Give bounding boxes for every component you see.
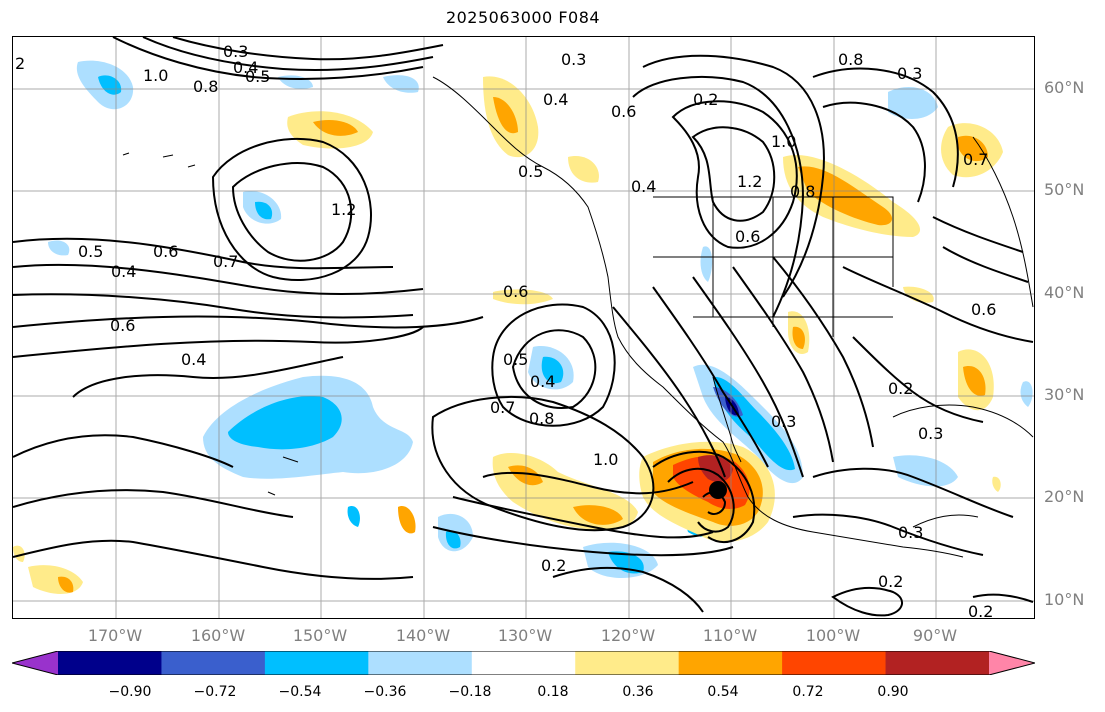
contour-label: 0.6	[503, 282, 528, 301]
colorbar-segment	[58, 651, 162, 675]
contour-label: 0.2	[541, 556, 566, 575]
contour-label: 0.4	[631, 177, 656, 196]
contour-label: 0.2	[878, 572, 903, 591]
lat-label: 10°N	[1044, 590, 1085, 609]
contour-label: 0.5	[78, 242, 103, 261]
chart-title: 2025063000 F084	[445, 8, 601, 27]
map-canvas: 2 0.3 0.4 0.5 1.0 0.8 0.3 0.4 0.6 0.2 1.…	[13, 37, 1034, 619]
colorbar-segment	[678, 651, 783, 675]
colorbar-tick-label: −0.90	[108, 684, 152, 700]
colorbar-segment	[12, 651, 58, 675]
contour-label: 0.2	[888, 379, 913, 398]
colorbar-tick-label: −0.36	[363, 684, 407, 700]
contour-label: 0.8	[838, 50, 863, 69]
contour-label: 0.3	[897, 64, 922, 83]
contour-label: 0.6	[971, 300, 996, 319]
colorbar-segment	[471, 651, 576, 675]
contour-label: 2	[15, 54, 25, 73]
lon-label: 150°W	[292, 626, 348, 645]
lon-label: 140°W	[395, 626, 451, 645]
contour-label: 0.5	[503, 350, 528, 369]
contour-label: 0.6	[153, 242, 178, 261]
lon-label: 160°W	[190, 626, 246, 645]
gridlines	[13, 37, 1034, 618]
contour-label: 0.3	[918, 424, 943, 443]
map-panel: 2 0.3 0.4 0.5 1.0 0.8 0.3 0.4 0.6 0.2 1.…	[12, 36, 1035, 619]
lat-label: 20°N	[1044, 487, 1085, 506]
contour-label: 0.7	[963, 150, 988, 169]
colorbar-segment	[161, 651, 266, 675]
lon-label: 90°W	[912, 626, 958, 645]
contour-label: 0.5	[518, 162, 543, 181]
contour-label: 0.2	[693, 90, 718, 109]
contour-label-group: 2 0.3 0.4 0.5 1.0 0.8 0.3 0.4 0.6 0.2 1.…	[15, 42, 996, 619]
lat-label: 30°N	[1044, 385, 1085, 404]
colorbar-tick-label: −0.54	[278, 684, 322, 700]
coastlines	[122, 76, 1034, 558]
contour-label: 0.8	[790, 182, 815, 201]
lon-label: 130°W	[497, 626, 553, 645]
colorbar-segment	[885, 651, 990, 675]
contour-label: 0.3	[898, 523, 923, 542]
contour-label: 0.4	[543, 90, 568, 109]
contour-label: 0.6	[611, 102, 636, 121]
contour-label: 0.6	[110, 316, 135, 335]
colorbar-segments	[12, 651, 1035, 675]
contour-label: 0.4	[111, 262, 136, 281]
lat-label: 50°N	[1044, 180, 1085, 199]
contour-label: 1.0	[143, 66, 168, 85]
colorbar-tick-label: −0.18	[448, 684, 492, 700]
contour-label: 1.2	[737, 172, 762, 191]
colorbar-segment	[264, 651, 369, 675]
contour-label: 0.3	[223, 42, 248, 61]
lat-label: 40°N	[1044, 283, 1085, 302]
contour-label: 0.2	[968, 602, 993, 619]
colorbar-tick-label: 0.36	[622, 684, 654, 700]
contour-label: 1.0	[593, 450, 618, 469]
contour-label: 0.4	[181, 350, 206, 369]
lon-label: 100°W	[805, 626, 861, 645]
colorbar-tick-label: −0.72	[193, 684, 237, 700]
colorbar	[12, 651, 1035, 675]
colorbar-segment	[575, 651, 680, 675]
contour-label: 0.5	[245, 67, 270, 86]
colorbar-tick-label: 0.18	[537, 684, 569, 700]
lon-label: 110°W	[702, 626, 758, 645]
contour-label: 0.7	[213, 252, 238, 271]
contour-label: 0.3	[561, 50, 586, 69]
contour-label: 0.6	[735, 227, 760, 246]
lon-label: 170°W	[87, 626, 143, 645]
contour-label: 0.4	[233, 58, 258, 77]
lon-label: 120°W	[600, 626, 656, 645]
colorbar-tick-label: 0.90	[877, 684, 909, 700]
contour-label: 0.4	[530, 372, 555, 391]
contour-lines	[13, 37, 1034, 617]
colorbar-segment	[989, 651, 1035, 675]
colorbar-segment	[782, 651, 887, 675]
colorbar-tick-label: 0.72	[792, 684, 824, 700]
contour-label: 0.8	[193, 77, 218, 96]
contour-label: 1.2	[331, 200, 356, 219]
contour-label: 0.7	[490, 398, 515, 417]
storm-center-marker	[709, 481, 727, 499]
colorbar-tick-label: 0.54	[707, 684, 739, 700]
colorbar-segment	[368, 651, 473, 675]
contour-label: 0.8	[529, 409, 554, 428]
contour-label: 0.3	[771, 412, 796, 431]
lat-label: 60°N	[1044, 78, 1085, 97]
contour-label: 1.0	[771, 132, 796, 151]
